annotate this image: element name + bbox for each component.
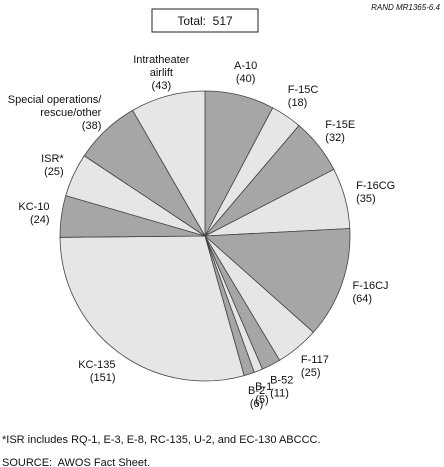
source: SOURCE: AWOS Fact Sheet. bbox=[2, 457, 150, 467]
value-label: (5) bbox=[255, 394, 268, 406]
label-line: KC-10 bbox=[18, 201, 49, 213]
label-line: ISR* bbox=[41, 153, 64, 165]
pie-slice bbox=[204, 228, 351, 333]
slice-label: F-16CG (35) bbox=[356, 180, 395, 205]
slice-label: A-10 (40) bbox=[234, 60, 257, 85]
value-label: (25) bbox=[301, 367, 321, 379]
value-label: (151) bbox=[90, 372, 116, 384]
figure-id: RAND MR1365-6.4 bbox=[371, 3, 440, 12]
value-label: (25) bbox=[44, 166, 64, 178]
label-line: Special operations/ bbox=[8, 94, 103, 106]
slice-label: Special operations/rescue/other (38) bbox=[8, 94, 103, 132]
label-line: rescue/other bbox=[40, 107, 101, 119]
label-line: F-16CJ bbox=[352, 280, 388, 292]
value-label: (6) bbox=[250, 398, 263, 410]
label-line: KC-135 bbox=[78, 359, 115, 371]
label-line: Intratheater bbox=[133, 54, 190, 66]
label-line: F-15C bbox=[288, 84, 319, 96]
footnote: *ISR includes RQ-1, E-3, E-8, RC-135, U-… bbox=[2, 434, 321, 446]
label-line: B-2 bbox=[248, 385, 265, 397]
value-label: (32) bbox=[325, 132, 345, 144]
label-line: F-15E bbox=[325, 119, 355, 131]
value-label: (64) bbox=[352, 293, 372, 305]
pie-slice bbox=[59, 235, 245, 382]
label-line: F-117 bbox=[301, 354, 329, 366]
label-line: F-16CG bbox=[356, 180, 395, 192]
slice-label: F-15E (32) bbox=[325, 119, 355, 144]
slice-label: KC-135 (151) bbox=[78, 359, 115, 384]
total-label: Total: 517 bbox=[177, 14, 233, 28]
value-label: (43) bbox=[152, 80, 172, 92]
slice-label: ISR* (25) bbox=[41, 153, 64, 178]
slice-label: KC-10 (24) bbox=[18, 201, 49, 226]
value-label: (35) bbox=[356, 193, 376, 205]
value-label: (11) bbox=[270, 387, 289, 399]
pie-slice bbox=[132, 90, 206, 238]
total-box bbox=[151, 8, 259, 33]
label-line: A-10 bbox=[234, 60, 257, 72]
label-line: B-1 bbox=[255, 381, 272, 393]
label-line: airlift bbox=[150, 67, 173, 79]
value-label: (40) bbox=[236, 73, 256, 85]
slice-label: F-16CJ (64) bbox=[352, 280, 388, 305]
value-label: (38) bbox=[82, 120, 102, 132]
label-line: B-52 bbox=[270, 374, 293, 386]
slice-label: B-1 (5) bbox=[255, 381, 272, 406]
slice-label: F-15C (18) bbox=[288, 84, 319, 109]
slice-label: B-2 (6) bbox=[248, 385, 265, 410]
slice-label: F-117 (25) bbox=[301, 354, 329, 379]
slice-label: B-52 (11) bbox=[270, 374, 293, 399]
slice-label: Intratheater airlift (43) bbox=[133, 54, 190, 92]
value-label: (18) bbox=[288, 97, 308, 109]
value-label: (24) bbox=[30, 214, 50, 226]
